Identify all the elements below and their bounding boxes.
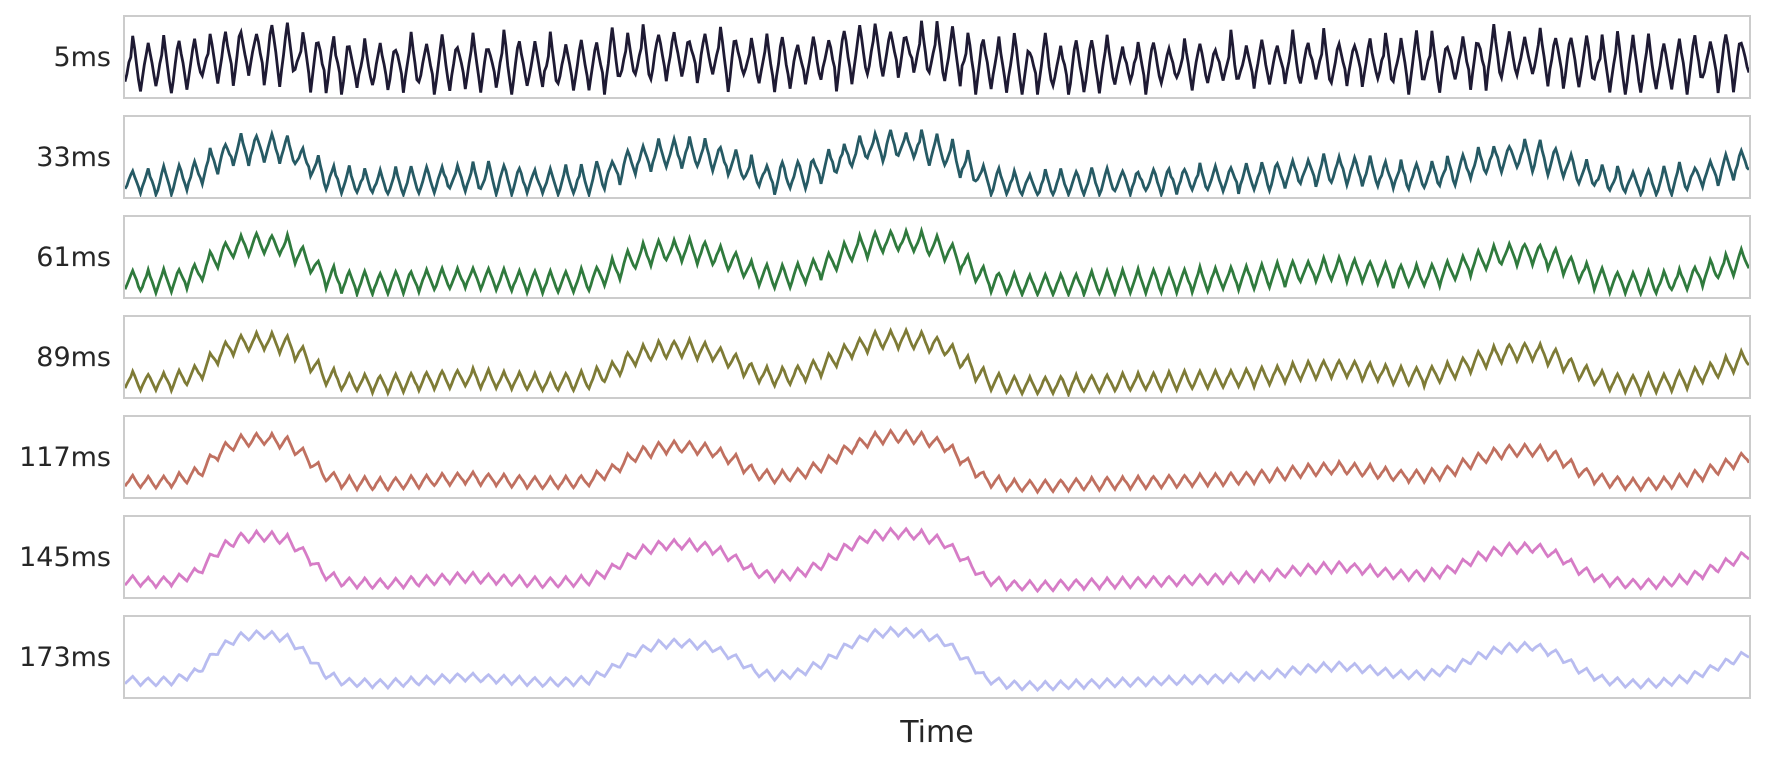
panel-row-173ms: 173ms — [0, 615, 1765, 699]
panel-y-label: 61ms — [36, 241, 111, 273]
waveform-svg — [125, 625, 1749, 693]
waveform-line — [125, 326, 1749, 397]
panel-row-61ms: 61ms — [0, 215, 1765, 299]
waveform-panel — [123, 115, 1751, 199]
panel-row-145ms: 145ms — [0, 515, 1765, 599]
waveform-panel — [123, 515, 1751, 599]
panel-y-label: 33ms — [36, 141, 111, 173]
panels-container: 5ms 33ms 61ms 89ms 117ms 145ms 173ms — [0, 15, 1765, 699]
waveform-line — [125, 128, 1749, 197]
panel-y-label: 117ms — [19, 441, 111, 473]
panel-row-89ms: 89ms — [0, 315, 1765, 399]
waveform-svg — [125, 225, 1749, 297]
panel-y-label: 5ms — [53, 41, 111, 73]
waveform-svg — [125, 427, 1749, 495]
waveform-panel — [123, 315, 1751, 399]
waveform-panel — [123, 415, 1751, 499]
waveform-line — [125, 427, 1749, 495]
panel-row-33ms: 33ms — [0, 115, 1765, 199]
waveform-line — [125, 526, 1749, 594]
waveform-line — [125, 625, 1749, 693]
waveform-panel — [123, 215, 1751, 299]
panel-y-label: 145ms — [19, 541, 111, 573]
panel-row-117ms: 117ms — [0, 415, 1765, 499]
panel-y-label: 89ms — [36, 341, 111, 373]
waveform-panel — [123, 15, 1751, 99]
waveform-svg — [125, 326, 1749, 397]
waveform-panel — [123, 615, 1751, 699]
x-axis-label: Time — [900, 715, 974, 750]
waveform-svg — [125, 526, 1749, 594]
waveform-svg — [125, 20, 1749, 95]
waveform-svg — [125, 128, 1749, 197]
waveform-line — [125, 20, 1749, 95]
panel-row-5ms: 5ms — [0, 15, 1765, 99]
panel-y-label: 173ms — [19, 641, 111, 673]
waveform-line — [125, 225, 1749, 297]
